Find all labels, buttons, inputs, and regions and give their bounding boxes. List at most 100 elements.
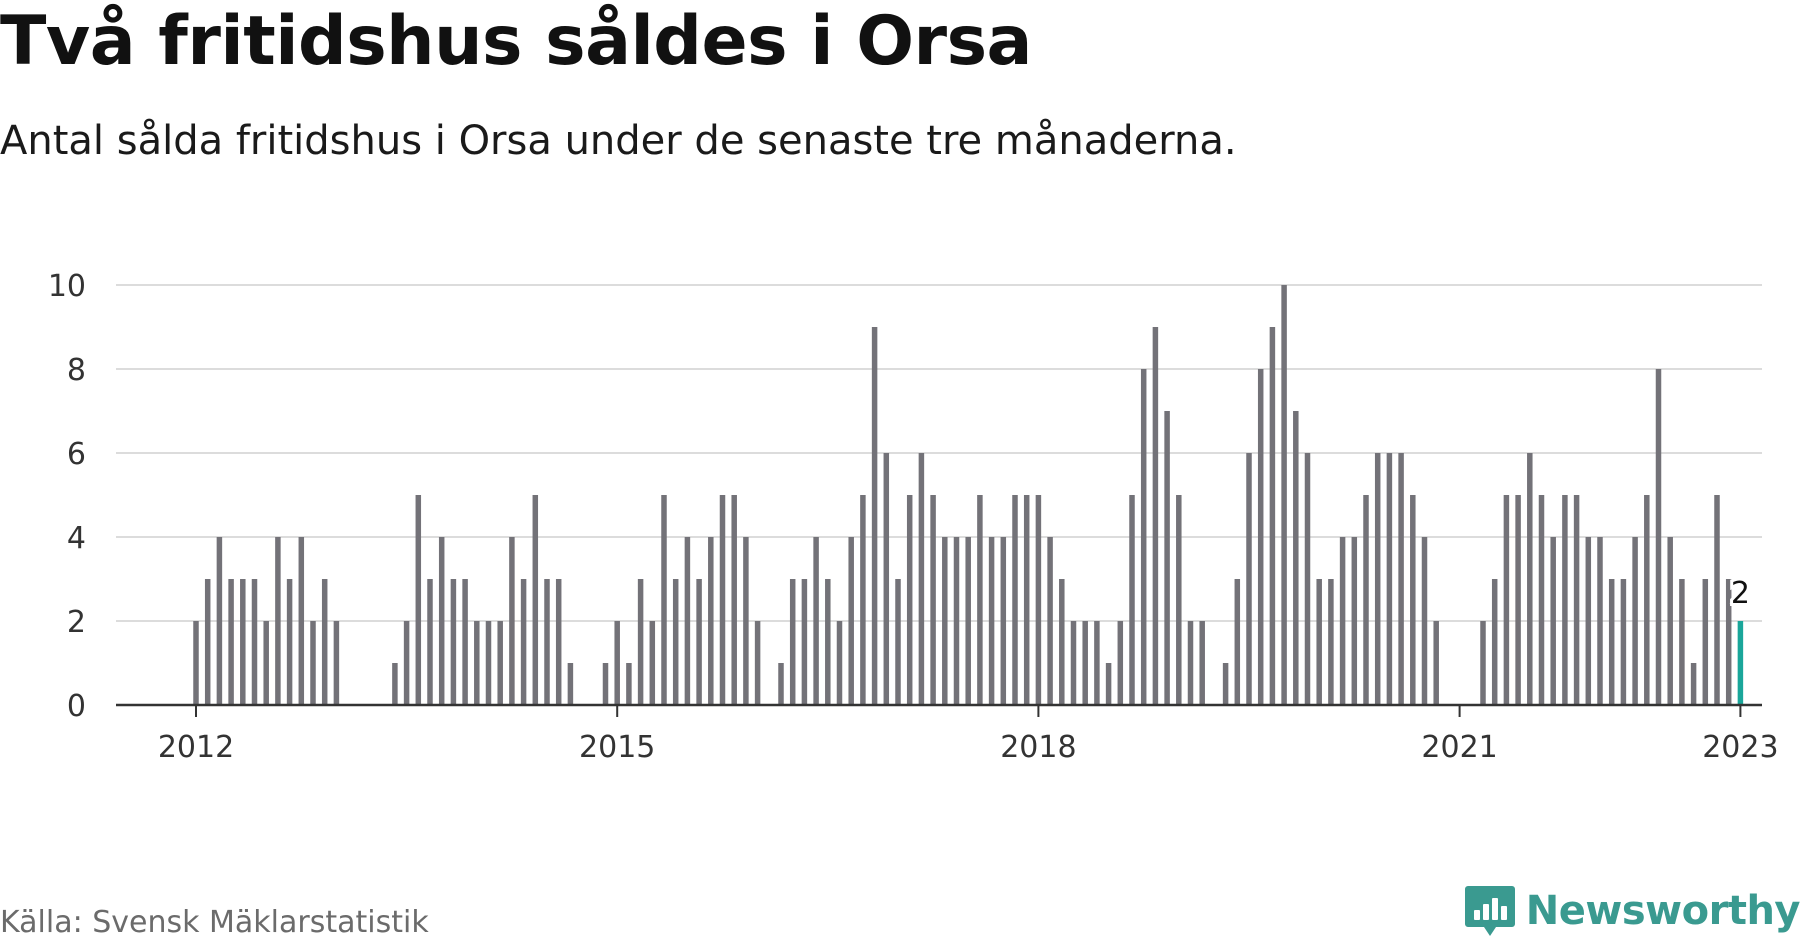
brand[interactable]: Newsworthy (1464, 884, 1800, 938)
bar (1702, 579, 1709, 705)
bar (1515, 495, 1521, 705)
bar (1597, 537, 1603, 705)
bar (1339, 537, 1346, 705)
bar-chart: 0 2 4 6 8 10 2012 2015 2018 2021 2023 2 (48, 269, 1779, 765)
bar (719, 495, 726, 705)
bar (544, 579, 550, 705)
bar (1105, 663, 1112, 705)
bar (1410, 495, 1416, 705)
x-axis: 2012 2015 2018 2021 2023 (116, 703, 1779, 765)
bar (672, 579, 679, 705)
bar (708, 537, 714, 705)
bar (1374, 453, 1381, 705)
bar (626, 663, 632, 705)
bar (637, 579, 644, 705)
bar (567, 663, 574, 705)
y-tick-label: 10 (48, 269, 86, 304)
bar (1585, 537, 1592, 705)
bar (1608, 579, 1615, 705)
newsworthy-logo-icon (1464, 886, 1515, 936)
bar (427, 579, 433, 705)
bar (1480, 621, 1486, 705)
chart-subtitle: Antal sålda fritidshus i Orsa under de s… (0, 118, 1237, 164)
annotations: 2 (1728, 573, 1753, 614)
bar (1690, 663, 1697, 705)
bar (1070, 621, 1077, 705)
bar (1562, 495, 1568, 705)
bar (1293, 411, 1299, 705)
bar (1538, 495, 1545, 705)
x-tick-label: 2018 (1000, 730, 1076, 765)
bar (532, 495, 539, 705)
bar (1351, 537, 1358, 705)
y-tick-label: 0 (67, 689, 86, 724)
bar (848, 537, 854, 705)
bar (1094, 621, 1100, 705)
bar (602, 663, 609, 705)
bar (1129, 495, 1135, 705)
bar (731, 495, 737, 705)
bar (1164, 411, 1170, 705)
bar (1234, 579, 1241, 705)
chart-title: Två fritidshus såldes i Orsa (0, 2, 1032, 81)
bar (193, 621, 199, 705)
bar (918, 453, 925, 705)
bar (1714, 495, 1720, 705)
bar (906, 495, 913, 705)
highlight-value-label: 2 (1731, 576, 1750, 611)
bar (754, 621, 761, 705)
y-tick-label: 6 (67, 437, 86, 472)
bar (661, 495, 667, 705)
bar (1573, 495, 1580, 705)
bar (1679, 579, 1685, 705)
bar (228, 579, 234, 705)
bar (1503, 495, 1510, 705)
bar (310, 621, 316, 705)
bar (789, 579, 796, 705)
bar (1632, 537, 1638, 705)
bar (1140, 369, 1147, 705)
bar (275, 537, 281, 705)
bar (1047, 537, 1053, 705)
bar (743, 537, 749, 705)
bar (1433, 621, 1439, 705)
bar (1222, 663, 1229, 705)
bar (1257, 369, 1264, 705)
bar (825, 579, 831, 705)
bar (1667, 537, 1673, 705)
bar (1035, 495, 1042, 705)
bar (1199, 621, 1205, 705)
bar (965, 537, 971, 705)
y-tick-label: 4 (67, 521, 86, 556)
bar (474, 621, 480, 705)
bar (333, 621, 340, 705)
bar (485, 621, 492, 705)
bars (193, 285, 1744, 705)
bar (1328, 579, 1334, 705)
bar (778, 663, 784, 705)
bar (1269, 327, 1276, 705)
bar (930, 495, 936, 705)
bar (1246, 453, 1252, 705)
x-tick-label: 2012 (158, 730, 234, 765)
bar (977, 495, 983, 705)
x-tick-label: 2023 (1702, 730, 1778, 765)
bar (696, 579, 702, 705)
y-tick-label: 2 (67, 605, 86, 640)
source-note: Källa: Svensk Mäklarstatistik (0, 905, 429, 940)
y-tick-label: 8 (67, 353, 86, 388)
bar (988, 537, 995, 705)
bar (403, 621, 410, 705)
bar (1281, 285, 1287, 705)
gridlines (116, 284, 1762, 622)
bar (286, 579, 293, 705)
x-tick-label: 2021 (1421, 730, 1497, 765)
bar (942, 537, 948, 705)
bar (836, 621, 843, 705)
bar (813, 537, 819, 705)
bar (509, 537, 515, 705)
bar-highlight (1737, 621, 1744, 705)
bar (321, 579, 328, 705)
bar (1398, 453, 1404, 705)
bar (1000, 537, 1007, 705)
